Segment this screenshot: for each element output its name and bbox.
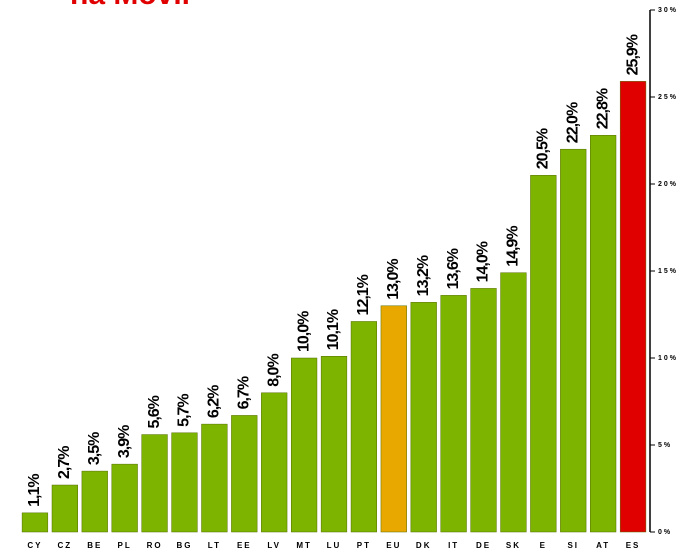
value-label: 12,1% [355, 274, 372, 315]
x-tick-label: IT [448, 541, 459, 550]
x-tick-label: CY [27, 541, 42, 550]
value-label: 8,0% [265, 354, 282, 387]
y-tick-label: 0% [658, 529, 672, 536]
value-label: 14,0% [475, 241, 492, 282]
x-tick-label: SI [567, 541, 579, 550]
bar [470, 288, 497, 533]
x-tick-label: EE [237, 541, 252, 550]
x-tick-label: LU [327, 541, 342, 550]
value-label: 3,9% [116, 425, 133, 458]
x-tick-label: BG [176, 541, 192, 550]
x-tick-label: EU [386, 541, 401, 550]
chart-title: na Móvil [70, 0, 190, 11]
bar [261, 392, 288, 533]
value-label: 6,2% [206, 385, 223, 418]
bar [619, 81, 647, 533]
y-tick-label: 30% [658, 7, 678, 14]
bar [51, 484, 78, 533]
x-tick-label: SK [506, 541, 521, 550]
value-label: 25,9% [624, 34, 641, 75]
value-label: 13,6% [445, 248, 462, 289]
value-label: 20,5% [535, 128, 552, 169]
x-tick-label: CZ [58, 541, 73, 550]
bar [590, 135, 617, 533]
x-tick-label: BE [87, 541, 102, 550]
value-label: 22,8% [594, 88, 611, 129]
bar [530, 175, 557, 533]
bar [171, 432, 198, 533]
x-tick-label: DK [416, 541, 432, 550]
value-label: 10,1% [325, 309, 342, 350]
bar [410, 302, 437, 533]
y-tick-label: 5% [658, 442, 672, 449]
bar [231, 415, 258, 533]
x-tick-label: LT [208, 541, 221, 550]
bar [320, 356, 348, 533]
x-tick-label: LV [267, 541, 281, 550]
bar [350, 321, 378, 533]
x-tick-label: PL [118, 541, 132, 550]
x-tick-label: DE [476, 541, 491, 550]
x-tick-label: PT [357, 541, 371, 550]
bar [111, 463, 138, 533]
x-tick-label: ES [626, 541, 641, 550]
bar [81, 470, 108, 533]
value-label: 5,6% [146, 395, 163, 428]
x-tick-label: MT [296, 541, 312, 550]
y-tick-label: 20% [658, 181, 678, 188]
bar [21, 512, 49, 533]
value-label: 14,9% [505, 226, 522, 267]
value-label: 10,0% [295, 311, 312, 352]
bar [290, 357, 318, 533]
x-tick-label: RO [147, 541, 163, 550]
value-label: 13,2% [415, 255, 432, 296]
value-label: 5,7% [176, 394, 193, 427]
y-tick-label: 25% [658, 94, 678, 101]
value-label: 2,7% [56, 446, 73, 479]
bar [440, 295, 467, 533]
value-label: 1,1% [26, 474, 43, 507]
x-tick-label: AT [596, 541, 610, 550]
y-tick-label: 10% [658, 355, 678, 362]
value-label: 13,0% [385, 259, 402, 300]
value-label: 6,7% [236, 376, 253, 409]
value-label: 22,0% [564, 102, 581, 143]
bar [201, 423, 228, 533]
value-label: 3,5% [86, 432, 103, 465]
bar [380, 305, 407, 533]
y-tick-label: 15% [658, 268, 678, 275]
bar [141, 434, 168, 533]
x-tick-label: E [540, 541, 547, 550]
bar [500, 272, 527, 533]
bar [560, 148, 587, 533]
